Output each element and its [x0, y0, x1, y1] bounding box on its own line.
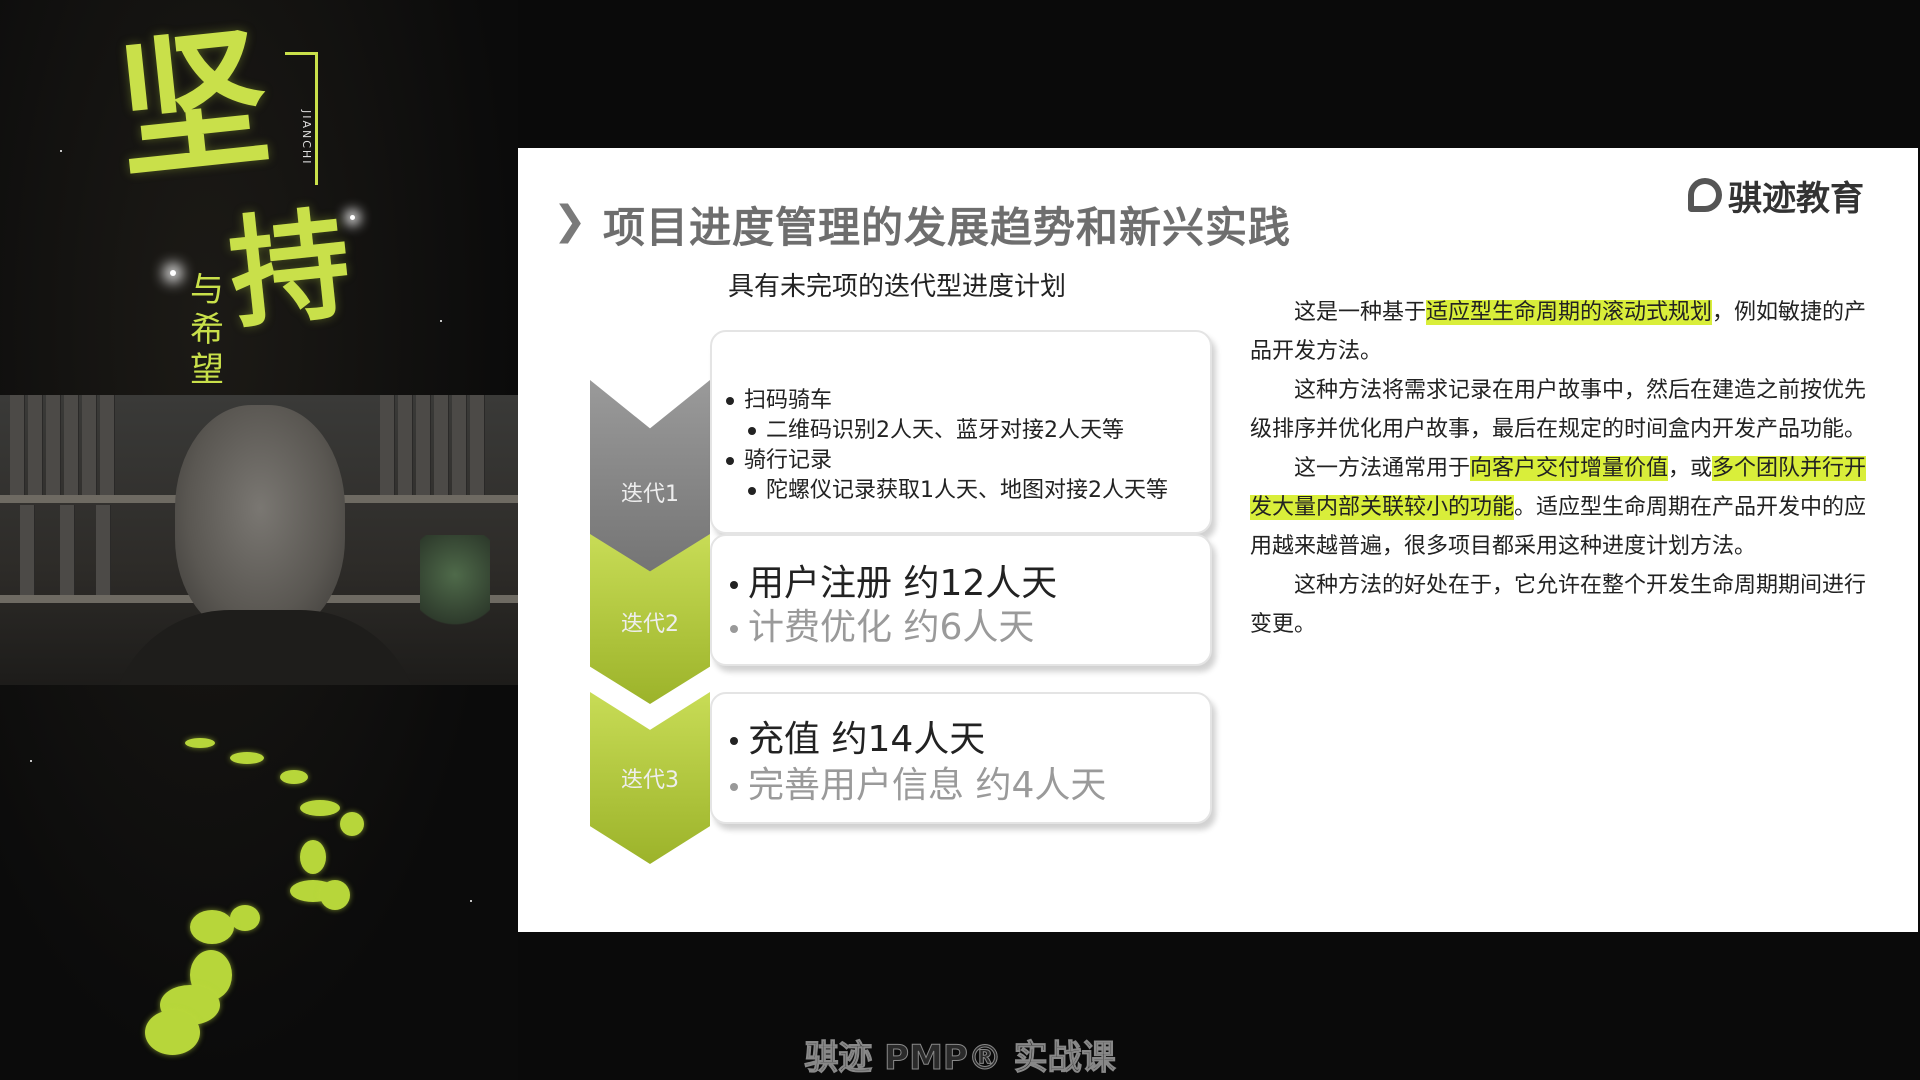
poster-pinyin: JIANCHI [300, 110, 313, 166]
poster-decor-line [285, 52, 318, 55]
book [10, 395, 25, 495]
book [60, 505, 75, 595]
book [398, 395, 413, 495]
book [434, 395, 449, 495]
explanation-text: 这是一种基于适应型生命周期的滚动式规划，例如敏捷的产品开发方法。 这种方法将需求… [1250, 293, 1880, 644]
star [440, 320, 442, 322]
poster-decor-line [315, 55, 318, 185]
logo-text: 骐迹教育 [1728, 178, 1864, 219]
paragraph: 这一方法通常用于向客户交付增量价值，或多个团队并行开发大量内部关联较小的功能。适… [1250, 456, 1867, 559]
list-item: 陀螺仪记录获取1人天、地图对接2人天等 [748, 472, 1168, 504]
footprint [190, 910, 234, 944]
presenter-head [175, 405, 345, 635]
footprint [145, 1010, 200, 1055]
star [470, 900, 472, 902]
plant [420, 535, 490, 635]
iteration-2-chevron: 迭代2 [590, 534, 710, 704]
iteration-3-box: 充值 约14人天 完善用户信息 约4人天 [710, 692, 1212, 824]
list-item: 扫码骑车 [726, 382, 832, 414]
book [100, 395, 115, 495]
footprint [300, 840, 326, 874]
diagram-subtitle: 具有未完项的迭代型进度计划 [728, 272, 1067, 302]
footprint [300, 800, 340, 816]
footprint [185, 738, 215, 748]
iteration-2-box: 用户注册 约12人天 计费优化 约6人天 [710, 534, 1212, 666]
iteration-1-label: 迭代1 [621, 482, 679, 507]
paragraph: 这是一种基于适应型生命周期的滚动式规划，例如敏捷的产品开发方法。 [1250, 300, 1867, 364]
footprint [280, 770, 308, 784]
slide-title: 项目进度管理的发展趋势和新兴实践 [603, 203, 1292, 252]
book [452, 395, 467, 495]
presentation-slide: ❯ 项目进度管理的发展趋势和新兴实践 骐迹教育 具有未完项的迭代型进度计划 迭代… [518, 148, 1918, 932]
star [30, 760, 32, 762]
footprint [340, 812, 364, 836]
iteration-1-box: 扫码骑车 二维码识别2人天、蓝牙对接2人天等 骑行记录 陀螺仪记录获取1人天、地… [710, 330, 1212, 534]
book [46, 395, 61, 495]
highlight: 向客户交付增量价值 [1470, 456, 1669, 481]
iteration-3-label: 迭代3 [621, 768, 679, 793]
footprint [230, 905, 260, 931]
poster-title-char-1: 坚 [109, 9, 277, 201]
star [350, 215, 355, 220]
logo-icon [1688, 178, 1722, 212]
course-caption: 骐迹 PMP® 实战课 [804, 1038, 1116, 1079]
star [60, 150, 62, 152]
list-item: 用户注册 约12人天 [730, 554, 1057, 606]
list-item: 计费优化 约6人天 [730, 598, 1034, 650]
book [28, 395, 43, 495]
footprint [320, 880, 350, 910]
title-chevron-icon: ❯ [553, 198, 587, 244]
highlight: 适应型生命周期的滚动式规划 [1426, 300, 1713, 325]
book [82, 395, 97, 495]
iteration-2-label: 迭代2 [621, 612, 679, 637]
book [96, 505, 111, 595]
footprint [230, 752, 264, 764]
book [20, 505, 35, 595]
star [170, 270, 176, 276]
list-item: 骑行记录 [726, 442, 832, 474]
poster-panel: 坚 持 与希望 JIANCHI [0, 0, 518, 1080]
presenter-body [110, 610, 420, 685]
book [64, 395, 79, 495]
list-item: 完善用户信息 约4人天 [730, 756, 1106, 808]
paragraph: 这种方法的好处在于，它允许在整个开发生命周期期间进行变更。 [1250, 573, 1867, 637]
webcam-feed [0, 395, 518, 685]
book [470, 395, 485, 495]
brand-logo: 骐迹教育 [1688, 170, 1864, 220]
book [416, 395, 431, 495]
book [380, 395, 395, 495]
poster-subtitle: 与希望 [190, 270, 224, 390]
list-item: 二维码识别2人天、蓝牙对接2人天等 [748, 412, 1124, 444]
iteration-3-chevron: 迭代3 [590, 692, 710, 864]
list-item: 充值 约14人天 [730, 710, 985, 762]
paragraph: 这种方法将需求记录在用户故事中，然后在建造之前按优先级排序并优化用户故事，最后在… [1250, 378, 1867, 442]
